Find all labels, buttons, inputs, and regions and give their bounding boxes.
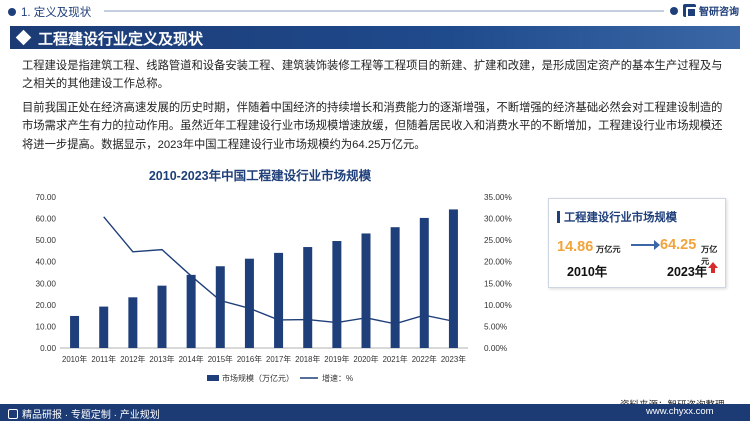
y-left-tick-label: 60.00 (36, 215, 57, 224)
bullet-icon (8, 8, 16, 16)
x-tick-label: 2012年 (120, 354, 145, 364)
bar (448, 209, 458, 348)
bar (157, 285, 167, 348)
x-tick-label: 2021年 (383, 354, 408, 364)
market-size-chart: 0.00 10.00 20.00 30.00 40.00 50.00 60.00 70.00 0… (36, 193, 512, 383)
x-tick-label: 2017年 (266, 354, 291, 364)
x-tick-label: 2023年 (441, 354, 466, 364)
x-tick-label: 2018年 (295, 354, 320, 364)
section-label: 1. 定义及现状 (8, 4, 91, 20)
brand-name: 智研咨询 (699, 7, 739, 18)
y-right-tick-label: 20.00% (484, 258, 512, 267)
footer-url[interactable]: www.chyxx.com (646, 406, 714, 417)
footer-left: 精品研报 · 专题定制 · 产业规划 (8, 406, 160, 421)
y-right-tick-label: 30.00% (484, 215, 512, 224)
y-right-tick-label: 25.00% (484, 236, 512, 245)
y-right-tick-label: 35.00% (484, 193, 512, 202)
end-unit: 万亿元 (701, 245, 718, 266)
x-tick-label: 2022年 (412, 354, 437, 364)
bar (70, 315, 80, 348)
footer-bar: 精品研报 · 专题定制 · 产业规划 www.chyxx.com (0, 404, 750, 421)
y-left-tick-label: 0.00 (40, 344, 56, 353)
end-year: 2023年 (667, 265, 708, 279)
x-tick-label: 2015年 (208, 354, 233, 364)
end-value: 64.25 (660, 237, 697, 253)
y-left-tick-label: 40.00 (36, 258, 57, 267)
page-title-bar: 工程建设行业定义及现状 (10, 26, 740, 49)
x-tick-label: 2019年 (324, 354, 349, 364)
y-left-tick-label: 70.00 (36, 193, 57, 202)
report-icon (8, 408, 18, 419)
start-year: 2010年 (567, 265, 608, 279)
status-paragraph: 目前我国正处在经济高速发展的历史时期，伴随着中国经济的持续增长和消费能力的逐渐增… (22, 102, 723, 151)
bar (215, 266, 225, 348)
header-divider (104, 7, 678, 15)
y-left-tick-label: 10.00 (36, 322, 57, 331)
page-title: 工程建设行业定义及现状 (38, 31, 204, 48)
bar (419, 217, 429, 348)
x-tick-label: 2020年 (353, 354, 378, 364)
card-accent-bar (557, 211, 560, 223)
legend-bar-swatch (207, 375, 219, 381)
legend-bar-label: 市场规模（万亿元） (222, 373, 294, 383)
market-size-card: 工程建设行业市场规模 14.86 万亿元 2010年 64.25 万亿元 202… (548, 198, 726, 288)
card-header: 工程建设行业市场规模 (557, 209, 677, 225)
bar (303, 247, 313, 348)
x-tick-label: 2010年 (62, 354, 87, 364)
section-label-text: 1. 定义及现状 (21, 7, 92, 19)
start-unit: 万亿元 (596, 245, 621, 254)
y-left-tick-label: 50.00 (36, 236, 57, 245)
top-header: 1. 定义及现状 智研咨询 (0, 0, 750, 22)
brand-mark-icon (683, 4, 697, 18)
bar (274, 252, 284, 348)
bar (244, 258, 254, 348)
arrow-up-icon (708, 262, 718, 273)
chart-title: 2010-2023年中国工程建设行业市场规模 (148, 169, 372, 183)
definition-paragraph: 工程建设是指建筑工程、线路管道和设备安装工程、建筑装饰装修工程等工程项目的新建、… (22, 60, 723, 91)
legend-line-label: 增速：% (322, 373, 353, 383)
diamond-icon (15, 29, 32, 46)
x-tick-label: 2013年 (149, 354, 174, 364)
start-value: 14.86 (557, 239, 594, 255)
x-tick-label: 2011年 (91, 354, 116, 364)
arrow-right-icon (631, 240, 660, 250)
y-right-tick-label: 5.00% (484, 322, 507, 331)
bar (390, 227, 400, 348)
x-tick-label: 2014年 (179, 354, 204, 364)
bar (332, 241, 342, 348)
bar (186, 274, 196, 348)
card-title: 工程建设行业市场规模 (564, 212, 677, 224)
bar (361, 233, 371, 348)
y-right-tick-label: 10.00% (484, 301, 512, 310)
footer-left-text: 精品研报 · 专题定制 · 产业规划 (22, 410, 160, 421)
y-right-tick-label: 15.00% (484, 279, 512, 288)
brand-logo: 智研咨询 (683, 3, 739, 18)
bar (128, 297, 138, 348)
x-tick-label: 2016年 (237, 354, 262, 364)
bar (99, 306, 109, 348)
y-left-tick-label: 20.00 (36, 301, 57, 310)
y-right-tick-label: 0.00% (484, 344, 507, 353)
y-left-tick-label: 30.00 (36, 279, 57, 288)
